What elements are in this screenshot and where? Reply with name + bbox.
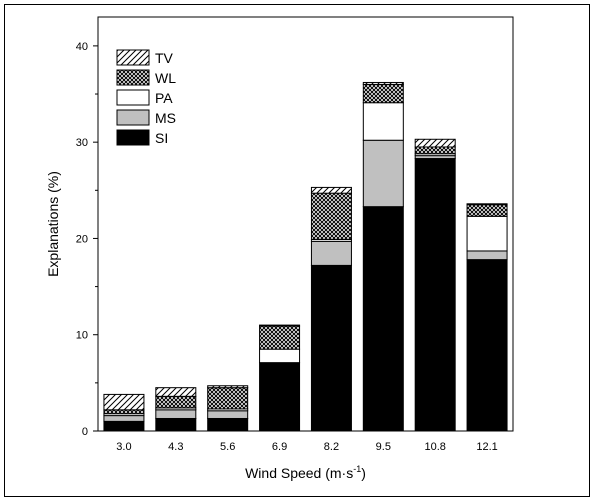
bar-segment-tv-8.2 (310, 186, 352, 194)
bar-segment-ms-12.1 (466, 250, 508, 261)
bar-segment-si-9.5 (362, 206, 404, 432)
legend-label-wl: WL (155, 70, 176, 86)
bar-segment-wl-12.1 (466, 204, 508, 217)
legend-label-si: SI (155, 130, 168, 146)
bar-segment-pa-9.5 (362, 102, 404, 141)
y-axis-title: Explanations (%) (45, 171, 61, 277)
y-tick-label: 30 (76, 137, 88, 149)
legend: TV WL PA MS SI (116, 49, 176, 146)
bar-segment-wl-6.9 (259, 325, 301, 350)
bar-segment-si-4.3 (155, 417, 197, 432)
axes: 0 10 20 30 40 3.0 4.3 5.6 6.9 8.2 9.5 10.8 12.1 Wind … (45, 16, 514, 481)
bar-segment-si-3.0 (103, 420, 145, 432)
legend-swatch-wl (116, 69, 150, 86)
plot-area-border (97, 16, 514, 432)
bar-segment-si-8.2 (310, 264, 352, 432)
bar-segment-tv-10.8 (414, 138, 456, 148)
bar-segment-si-6.9 (259, 362, 301, 432)
legend-swatch-tv (116, 49, 150, 66)
y-tick-label: 40 (76, 41, 88, 53)
bar-segment-ms-8.2 (310, 240, 352, 266)
x-axis-title: Wind Speed (m·s-1) (245, 464, 366, 481)
legend-label-pa: PA (155, 90, 173, 106)
bar-segment-ms-3.0 (103, 415, 145, 422)
x-tick-label: 6.9 (272, 441, 287, 453)
y-tick-label: 20 (76, 233, 88, 245)
bar-segment-tv-3.0 (103, 393, 145, 411)
legend-label-tv: TV (155, 50, 174, 66)
x-tick-label: 10.8 (424, 441, 445, 453)
bar-group (103, 81, 508, 432)
bar-segment-wl-3.0 (103, 409, 145, 415)
bar-segment-si-5.6 (207, 417, 249, 432)
legend-label-ms: MS (155, 110, 176, 126)
x-tick-label: 5.6 (220, 441, 235, 453)
bar-segment-si-12.1 (466, 259, 508, 432)
bar-segment-tv-12.1 (466, 203, 508, 206)
bar-segment-pa-12.1 (466, 215, 508, 252)
bar-segment-si-10.8 (414, 158, 456, 432)
x-tick-label: 12.1 (476, 441, 497, 453)
bar-segment-tv-5.6 (207, 385, 249, 389)
figure-frame (4, 4, 590, 497)
bar-segment-wl-5.6 (207, 387, 249, 410)
bar-segment-wl-8.2 (310, 192, 352, 240)
legend-swatch-pa (116, 89, 150, 106)
bar-segment-wl-9.5 (362, 83, 404, 104)
bar-segment-wl-10.8 (414, 146, 456, 155)
y-tick-label: 0 (82, 426, 88, 438)
bar-segment-pa-6.9 (259, 348, 301, 364)
bar-segment-ms-4.3 (155, 409, 197, 419)
bar-segment-tv-6.9 (259, 324, 301, 327)
x-tick-label: 8.2 (324, 441, 339, 453)
x-tick-label: 4.3 (168, 441, 183, 453)
bar-segment-tv-9.5 (362, 81, 404, 85)
x-tick-label: 9.5 (376, 441, 391, 453)
y-tick-label: 10 (76, 330, 88, 342)
x-tick-label: 3.0 (116, 441, 131, 453)
bar-segment-wl-4.3 (155, 395, 197, 409)
legend-swatch-si (116, 129, 150, 146)
legend-swatch-ms (116, 109, 150, 126)
bar-segment-ms-9.5 (362, 139, 404, 208)
bar-segment-tv-4.3 (155, 387, 197, 397)
bar-segment-ms-5.6 (207, 410, 249, 419)
